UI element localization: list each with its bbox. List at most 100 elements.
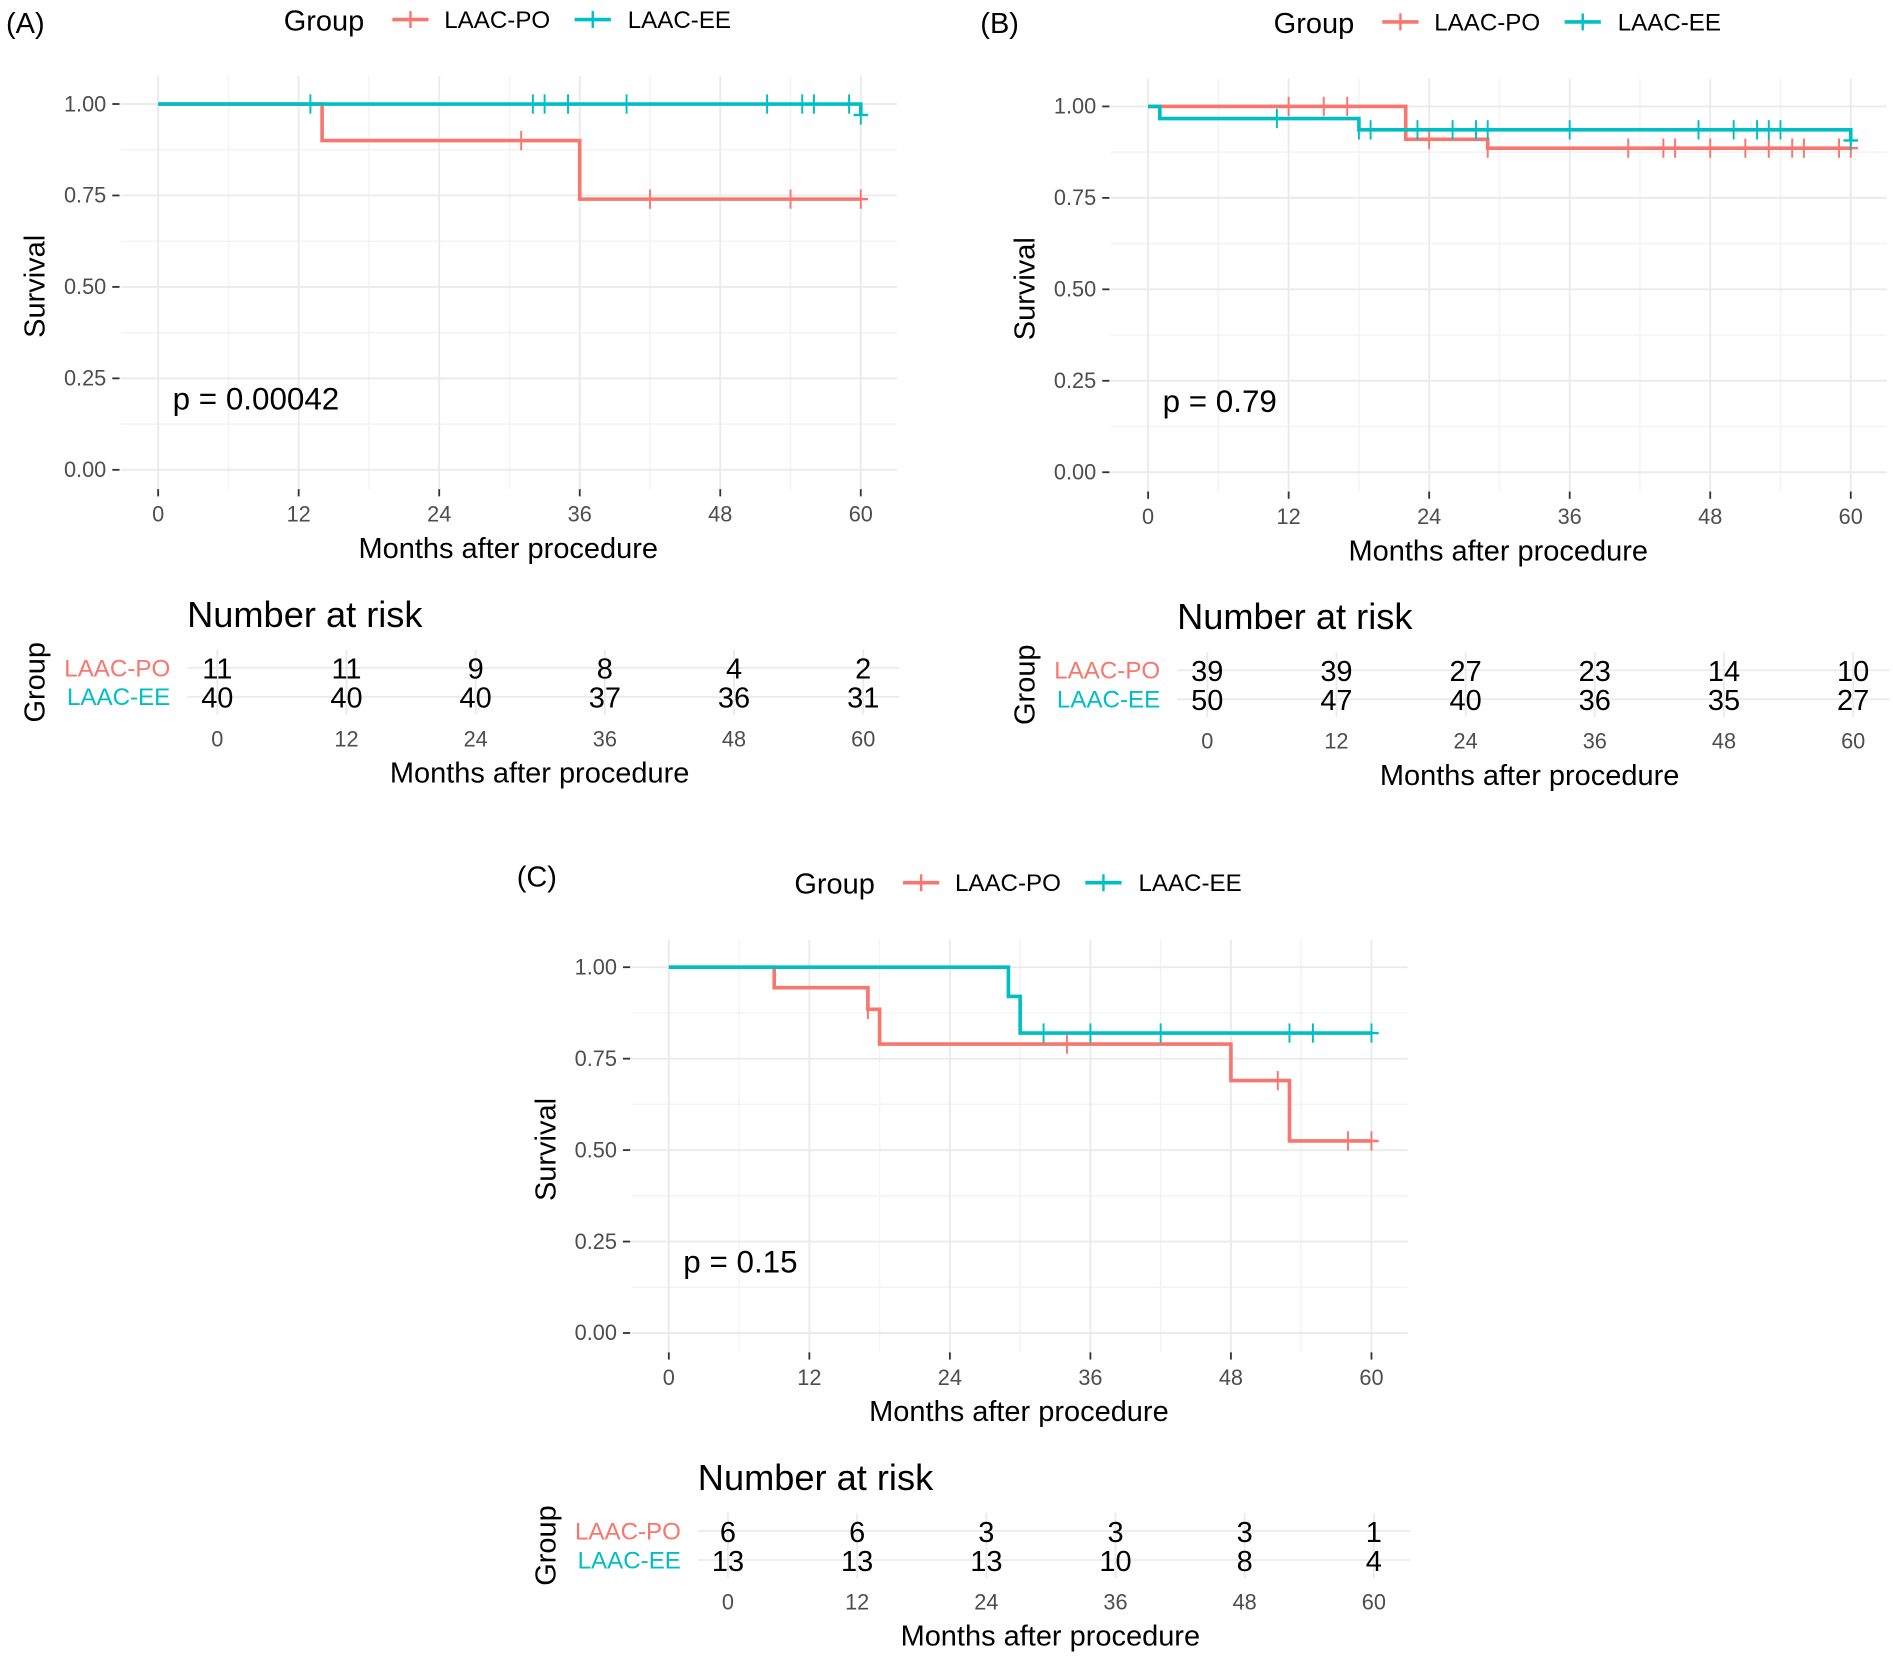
x-tick-label: 0 [663,1365,675,1390]
risk-count: 6 [849,1517,865,1549]
risk-count: 27 [1450,656,1482,688]
risk-table-y-title: Group [20,642,52,723]
km-curve-laac-po [668,965,1379,1151]
risk-count: 13 [841,1546,873,1578]
risk-x-tick-label: 12 [334,726,358,751]
legend-label-laac-po: LAAC-PO [955,870,1061,897]
survival-step-line [668,965,1372,1035]
risk-count: 10 [1099,1546,1131,1578]
risk-count: 36 [1579,685,1611,717]
risk-count: 8 [1237,1546,1253,1578]
risk-table: Number at risk Group LAAC-PO 39 39 27 23 14 10 LA… [1010,596,1890,792]
y-tick-label: 0.00 [64,457,106,482]
risk-count: 6 [720,1517,736,1549]
risk-table-y-title: Group [530,1505,562,1586]
y-tick-label: 1.00 [575,954,617,979]
y-tick-label: 0.25 [575,1229,617,1254]
y-tick-label: 0.00 [1054,459,1096,484]
legend-label-laac-ee: LAAC-EE [1618,9,1721,36]
legend-label-laac-ee: LAAC-EE [1138,870,1241,897]
panel-label: (B) [980,8,1019,40]
km-curve-laac-ee [668,965,1379,1043]
risk-count: 3 [1107,1517,1123,1549]
risk-count: 37 [589,683,621,715]
risk-table-title: Number at risk [698,1457,934,1498]
risk-x-tick-label: 48 [1233,1589,1257,1614]
risk-x-tick-label: 24 [464,726,488,751]
risk-x-tick-label: 0 [722,1589,734,1614]
x-tick-label: 12 [797,1365,821,1390]
km-curve-laac-ee [158,94,869,125]
risk-count: 40 [1450,685,1482,717]
risk-count: 39 [1191,656,1223,688]
x-tick-label: 12 [1277,504,1301,529]
y-tick-label: 0.50 [64,274,106,299]
km-curve-laac-ee [1148,104,1858,151]
risk-count: 27 [1837,685,1869,717]
risk-count: 4 [726,654,742,686]
y-tick-label: 0.50 [575,1137,617,1162]
plot-grid [631,939,1408,1353]
y-axis-title: Survival [1010,237,1042,340]
risk-x-tick-label: 12 [1324,729,1348,754]
x-tick-label: 60 [1359,1365,1383,1390]
risk-table-title: Number at risk [187,594,423,635]
risk-row-label: LAAC-PO [1054,658,1160,685]
risk-count: 13 [970,1546,1002,1578]
risk-x-tick-label: 60 [851,726,875,751]
panel-label: (C) [517,861,557,893]
legend-title: Group [1274,8,1355,40]
plot-grid [120,76,898,490]
risk-row-label: LAAC-EE [1057,687,1160,714]
legend-label-laac-po: LAAC-PO [1434,9,1540,36]
legend: Group LAAC-PO LAAC-EE [794,869,1241,901]
risk-count: 14 [1708,656,1740,688]
risk-count: 40 [460,683,492,715]
risk-x-tick-label: 60 [1362,1589,1386,1614]
risk-count: 13 [712,1546,744,1578]
y-tick-label: 0.50 [1054,277,1096,302]
legend-title: Group [794,869,875,901]
risk-count: 31 [847,683,879,715]
x-tick-label: 12 [287,502,311,527]
risk-count: 23 [1579,656,1611,688]
panel-2: 0.000.250.500.751.000 12 24 36 48 60SurvivalM… [530,869,1411,1653]
risk-table: Number at risk Group LAAC-PO 6 6 3 3 3 1 LAAC-EE 1… [530,1457,1411,1653]
y-tick-label: 0.75 [575,1046,617,1071]
risk-x-tick-label: 0 [211,726,223,751]
x-tick-label: 24 [1417,504,1441,529]
x-tick-label: 36 [1558,504,1582,529]
risk-x-tick-label: 48 [722,726,746,751]
risk-count: 39 [1320,656,1352,688]
x-tick-label: 24 [938,1365,962,1390]
panel-label: (A) [6,8,45,40]
x-axis-title: Months after procedure [1348,535,1648,567]
p-value: p = 0.79 [1163,384,1277,419]
risk-x-tick-label: 12 [845,1589,869,1614]
risk-count: 10 [1837,656,1869,688]
risk-count: 40 [201,683,233,715]
x-tick-label: 48 [708,502,732,527]
y-axis-title: Survival [530,1098,562,1201]
survival-step-line [1148,104,1853,141]
legend: Group LAAC-PO LAAC-EE [1274,8,1721,40]
risk-row-label: LAAC-EE [67,684,170,711]
x-tick-label: 0 [152,502,164,527]
y-tick-label: 0.75 [1054,185,1096,210]
y-axis-title: Survival [20,235,52,338]
y-tick-label: 0.25 [64,366,106,391]
legend: Group LAAC-PO LAAC-EE [284,5,731,37]
risk-count: 2 [855,654,871,686]
p-value: p = 0.15 [683,1245,797,1280]
risk-x-tick-label: 36 [593,726,617,751]
risk-x-axis-title: Months after procedure [901,1621,1201,1653]
risk-count: 47 [1320,685,1352,717]
plot-grid [1110,78,1887,492]
km-curve-laac-po [1148,96,1858,158]
x-tick-label: 48 [1698,504,1722,529]
risk-count: 50 [1191,685,1223,717]
risk-x-tick-label: 48 [1712,729,1736,754]
risk-count: 8 [597,654,613,686]
risk-x-tick-label: 24 [1454,729,1478,754]
